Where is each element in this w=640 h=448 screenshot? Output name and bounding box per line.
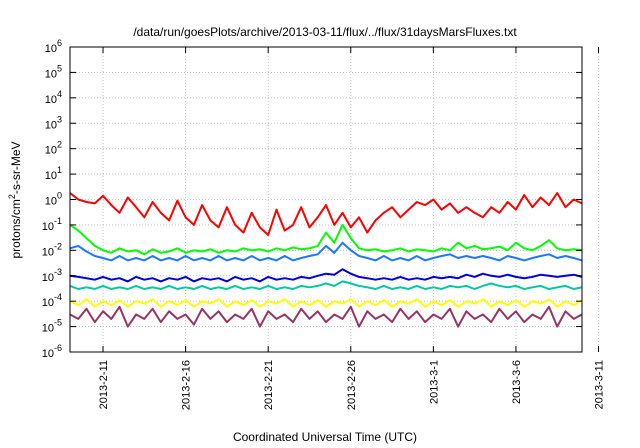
chart-title: /data/run/goesPlots/archive/2013-03-11/f… — [133, 25, 517, 39]
y-tick-label: 105 — [45, 63, 62, 80]
x-tick-label: 2013-2-21 — [263, 360, 275, 410]
y-tick-label: 106 — [45, 38, 62, 55]
y-axis-label-base: protons/cm — [9, 199, 23, 258]
grid-lines — [70, 47, 599, 352]
x-tick-label: 2013-2-11 — [98, 360, 110, 409]
x-axis-label: Coordinated Universal Time (UTC) — [233, 430, 417, 444]
y-axis-label-sup: 2 — [7, 194, 17, 199]
y-ticks: 10-6 10-5 10-4 10-3 10-2 10-1 100 101 102 103 104 1… — [42, 38, 582, 360]
y-tick-label: 10-1 — [42, 216, 62, 233]
series-layer — [69, 192, 583, 328]
series-line-1 — [69, 192, 583, 236]
y-tick-label: 102 — [45, 140, 62, 157]
y-tick-label: 10-4 — [42, 292, 62, 309]
y-tick-label: 10-2 — [42, 241, 62, 258]
series-line-6 — [69, 298, 583, 308]
x-tick-label: 2013-2-26 — [346, 360, 358, 410]
series-line-3 — [69, 241, 583, 262]
y-tick-label: 104 — [45, 89, 62, 106]
x-tick-label: 2013-3-6 — [511, 360, 523, 404]
y-axis-label: protons/cm2-s-sr-MeV — [7, 141, 23, 258]
y-tick-label: 10-6 — [42, 343, 62, 360]
y-tick-label: 10-5 — [42, 318, 62, 335]
series-line-2 — [69, 223, 583, 256]
y-axis-label-tail: -s-sr-MeV — [9, 141, 23, 194]
series-line-5 — [69, 280, 583, 290]
series-line-4 — [69, 268, 583, 283]
series-line-7 — [69, 305, 583, 328]
x-tick-label: 2013-2-16 — [181, 360, 193, 410]
y-tick-label: 101 — [45, 165, 62, 182]
y-tick-label: 10-3 — [42, 267, 62, 284]
x-tick-label: 2013-3-1 — [428, 360, 440, 404]
x-tick-label: 2013-3-11 — [594, 360, 606, 409]
x-ticks: 2013-2-11 2013-2-16 2013-2-21 2013-2-26 2013… — [98, 47, 606, 410]
y-tick-label: 103 — [45, 114, 62, 131]
y-tick-label: 100 — [45, 191, 62, 208]
